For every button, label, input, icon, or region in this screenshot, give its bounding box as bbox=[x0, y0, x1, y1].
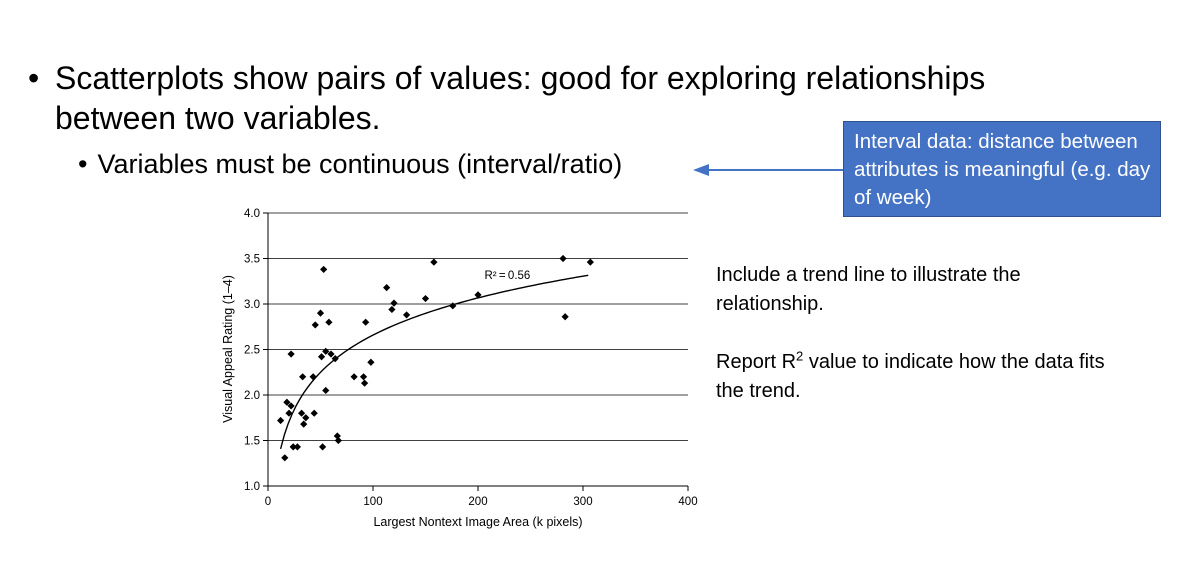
data-point bbox=[300, 420, 308, 428]
note-r-squared-before: Report R bbox=[716, 351, 797, 373]
data-point bbox=[586, 258, 594, 266]
tick-label-x-400: 400 bbox=[678, 496, 697, 508]
tick-label-y-3.5: 3.5 bbox=[244, 254, 260, 266]
callout-arrow-head bbox=[693, 164, 709, 176]
tick-label-y-1.0: 1.0 bbox=[244, 481, 260, 493]
trend-label: R² = 0.56 bbox=[484, 270, 530, 282]
tick-label-y-2.0: 2.0 bbox=[244, 390, 260, 402]
data-point bbox=[281, 454, 289, 462]
note-r-squared: Report R2 value to indicate how the data… bbox=[716, 348, 1116, 406]
data-point bbox=[277, 416, 285, 425]
data-point bbox=[559, 254, 567, 263]
tick-label-x-0: 0 bbox=[265, 496, 271, 508]
data-point bbox=[331, 355, 339, 363]
data-point bbox=[561, 313, 569, 321]
x-axis-label: Largest Nontext Image Area (k pixels) bbox=[373, 515, 582, 529]
tick-label-x-300: 300 bbox=[573, 496, 592, 508]
data-point bbox=[287, 350, 295, 358]
note-trend-line-text: Include a trend line to illustrate the r… bbox=[716, 264, 1021, 315]
data-point bbox=[310, 409, 318, 417]
y-axis-label: Visual Appeal Rating (1–4) bbox=[221, 275, 235, 423]
data-point bbox=[322, 347, 330, 355]
trend-line bbox=[279, 274, 589, 450]
data-points bbox=[277, 254, 594, 462]
data-point bbox=[287, 402, 295, 410]
data-point bbox=[388, 305, 396, 314]
data-point bbox=[319, 443, 327, 451]
bullet-glyph: • bbox=[28, 60, 40, 96]
data-point bbox=[317, 353, 326, 361]
tick-label-x-100: 100 bbox=[363, 496, 382, 508]
note-r-squared-after: value to indicate how the data fits the … bbox=[716, 351, 1105, 402]
data-point bbox=[316, 309, 325, 317]
bullet-sub-text: Variables must be continuous (interval/r… bbox=[97, 149, 623, 179]
data-point bbox=[333, 432, 341, 440]
bullet-main-text: Scatterplots show pairs of values: good … bbox=[55, 60, 986, 136]
data-point bbox=[383, 284, 391, 292]
tick-label-y-2.5: 2.5 bbox=[244, 345, 260, 357]
data-point bbox=[298, 409, 306, 417]
data-point bbox=[474, 291, 482, 299]
data-point bbox=[299, 373, 307, 381]
tick-label-x-200: 200 bbox=[468, 496, 487, 508]
data-point bbox=[350, 373, 358, 381]
tick-label-y-4.0: 4.0 bbox=[244, 208, 260, 220]
data-point bbox=[283, 398, 291, 406]
data-point bbox=[367, 358, 375, 366]
bullet-main: • Scatterplots show pairs of values: goo… bbox=[28, 58, 1088, 138]
data-point bbox=[334, 436, 342, 445]
chart-ticks: 1.0 1.5 2.0 2.5 3.0 3.5 4.0 0 100 200 300 400 bbox=[244, 208, 698, 508]
data-point bbox=[325, 318, 333, 326]
callout-box: Interval data: distance between attribut… bbox=[843, 121, 1161, 217]
data-point bbox=[322, 386, 330, 395]
data-point bbox=[362, 318, 370, 326]
data-point bbox=[449, 302, 457, 310]
tick-label-y-3.0: 3.0 bbox=[244, 299, 260, 311]
data-point bbox=[285, 409, 293, 417]
chart-grid bbox=[268, 212, 688, 441]
data-point bbox=[293, 443, 301, 451]
data-point bbox=[390, 299, 398, 307]
tick-label-y-1.5: 1.5 bbox=[244, 436, 260, 448]
data-point bbox=[361, 379, 369, 387]
data-point bbox=[421, 294, 430, 303]
data-point bbox=[309, 373, 317, 381]
note-trend-line: Include a trend line to illustrate the r… bbox=[716, 261, 1116, 319]
data-point bbox=[430, 258, 438, 266]
data-point bbox=[320, 265, 328, 274]
note-r-squared-sup: 2 bbox=[796, 348, 804, 364]
data-point bbox=[359, 373, 368, 381]
data-point bbox=[302, 414, 310, 422]
data-point bbox=[311, 321, 319, 329]
data-point bbox=[289, 443, 297, 451]
callout-text: Interval data: distance between attribut… bbox=[854, 130, 1151, 209]
bullet-sub-glyph: • bbox=[78, 149, 88, 179]
data-point bbox=[403, 311, 411, 319]
bullet-sub: • Variables must be continuous (interval/… bbox=[78, 146, 622, 182]
data-point bbox=[327, 350, 335, 358]
